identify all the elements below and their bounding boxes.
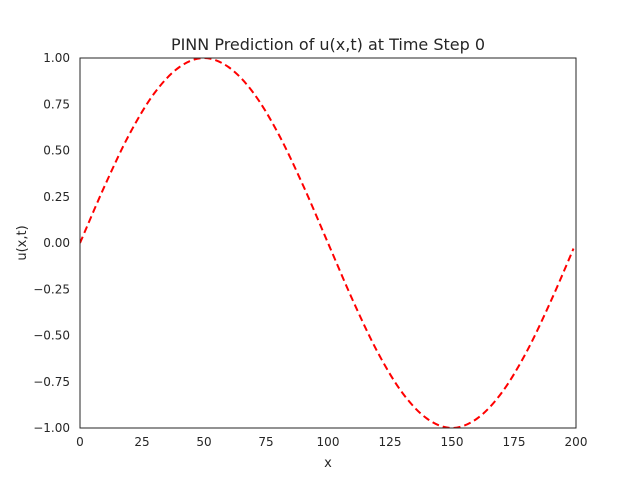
plot-frame <box>79 57 577 429</box>
y-tick-label: −0.50 <box>33 329 70 343</box>
plot-area <box>80 58 575 428</box>
y-tick-label: 0.25 <box>43 190 70 204</box>
x-tick-label: 100 <box>317 435 340 449</box>
x-tick-label: 150 <box>441 435 464 449</box>
x-tick-label: 125 <box>379 435 402 449</box>
x-tick-label: 25 <box>134 435 149 449</box>
x-axis-ticks: 0 25 50 75 100 125 150 175 200 <box>76 435 587 449</box>
series-line <box>80 58 575 428</box>
y-tick-label: 0.75 <box>43 97 70 111</box>
x-tick-label: 75 <box>258 435 273 449</box>
y-axis-label: u(x,t) <box>15 225 30 260</box>
x-tick-label: 0 <box>76 435 84 449</box>
x-tick-label: 175 <box>503 435 526 449</box>
y-tick-label: 0.50 <box>43 144 70 158</box>
chart-title: PINN Prediction of u(x,t) at Time Step 0 <box>171 35 485 54</box>
y-tick-label: 0.00 <box>43 236 70 250</box>
y-axis-ticks: −1.00 −0.75 −0.50 −0.25 0.00 0.25 0.50 0.75 1.00 <box>33 51 70 435</box>
x-tick-label: 50 <box>196 435 211 449</box>
y-tick-label: −0.75 <box>33 375 70 389</box>
y-tick-label: −0.25 <box>33 282 70 296</box>
x-axis-label: x <box>324 456 332 471</box>
x-tick-label: 200 <box>565 435 588 449</box>
y-tick-label: −1.00 <box>33 421 70 435</box>
y-tick-label: 1.00 <box>43 51 70 65</box>
